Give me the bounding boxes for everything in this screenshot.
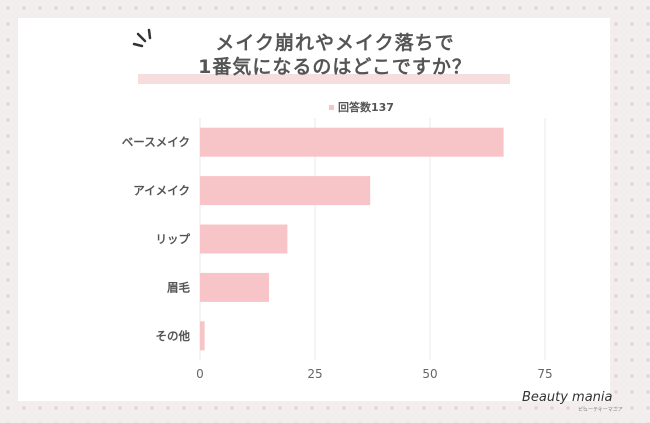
bar bbox=[200, 321, 205, 351]
legend-swatch bbox=[329, 105, 334, 110]
bar bbox=[200, 176, 371, 206]
category-label: 眉毛 bbox=[167, 280, 190, 294]
category-label: ベースメイク bbox=[122, 135, 190, 149]
x-tick-label: 50 bbox=[422, 367, 437, 381]
legend-label: 回答数137 bbox=[338, 100, 394, 114]
bar bbox=[200, 272, 269, 302]
title-highlight bbox=[138, 74, 510, 84]
title-line-1: メイク崩れやメイク落ちで bbox=[215, 32, 455, 54]
bar bbox=[200, 127, 504, 157]
title-line-2: 1番気になるのはどこですか？ bbox=[198, 56, 472, 78]
bar bbox=[200, 224, 288, 254]
logo-subtext: ビューティーマニア bbox=[578, 406, 623, 413]
chart-title: メイク崩れやメイク落ちで 1番気になるのはどこですか？ bbox=[0, 0, 650, 100]
category-label: アイメイク bbox=[133, 184, 190, 198]
brand-logo: Beauty mania ビューティーマニア bbox=[522, 390, 623, 413]
x-tick-label: 75 bbox=[537, 367, 552, 381]
x-tick-label: 25 bbox=[307, 367, 322, 381]
sparkle-icon bbox=[132, 28, 152, 48]
x-tick-label: 0 bbox=[196, 367, 204, 381]
logo-text: Beauty mania bbox=[522, 390, 613, 405]
category-label: その他 bbox=[156, 329, 191, 343]
category-label: リップ bbox=[156, 232, 191, 246]
